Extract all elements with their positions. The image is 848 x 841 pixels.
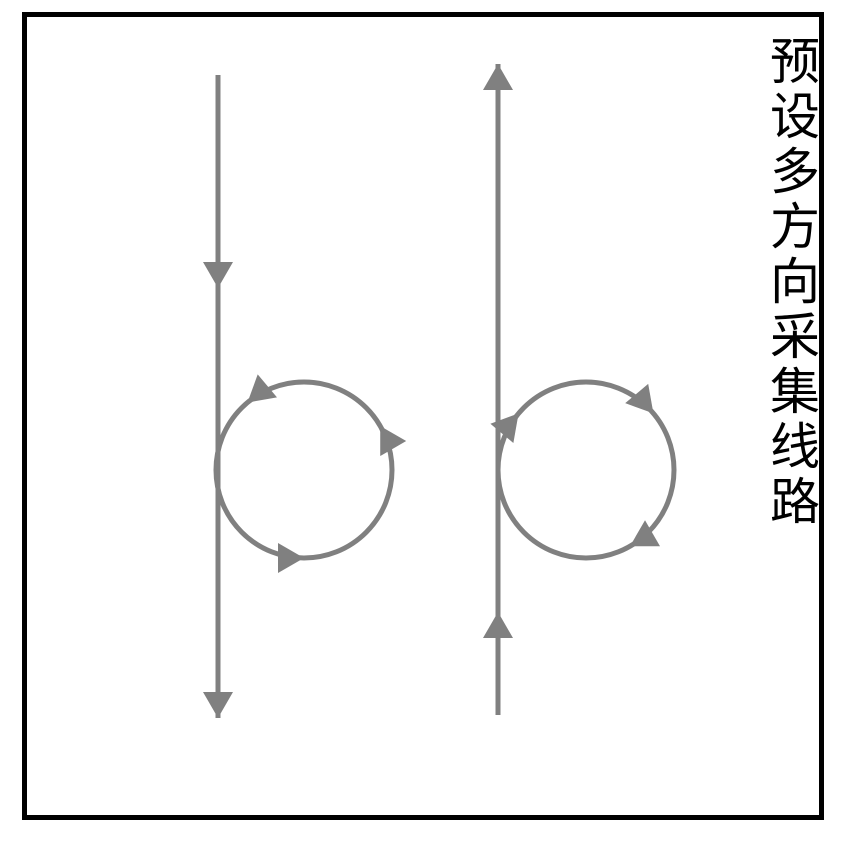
diagram-svg xyxy=(0,0,848,841)
